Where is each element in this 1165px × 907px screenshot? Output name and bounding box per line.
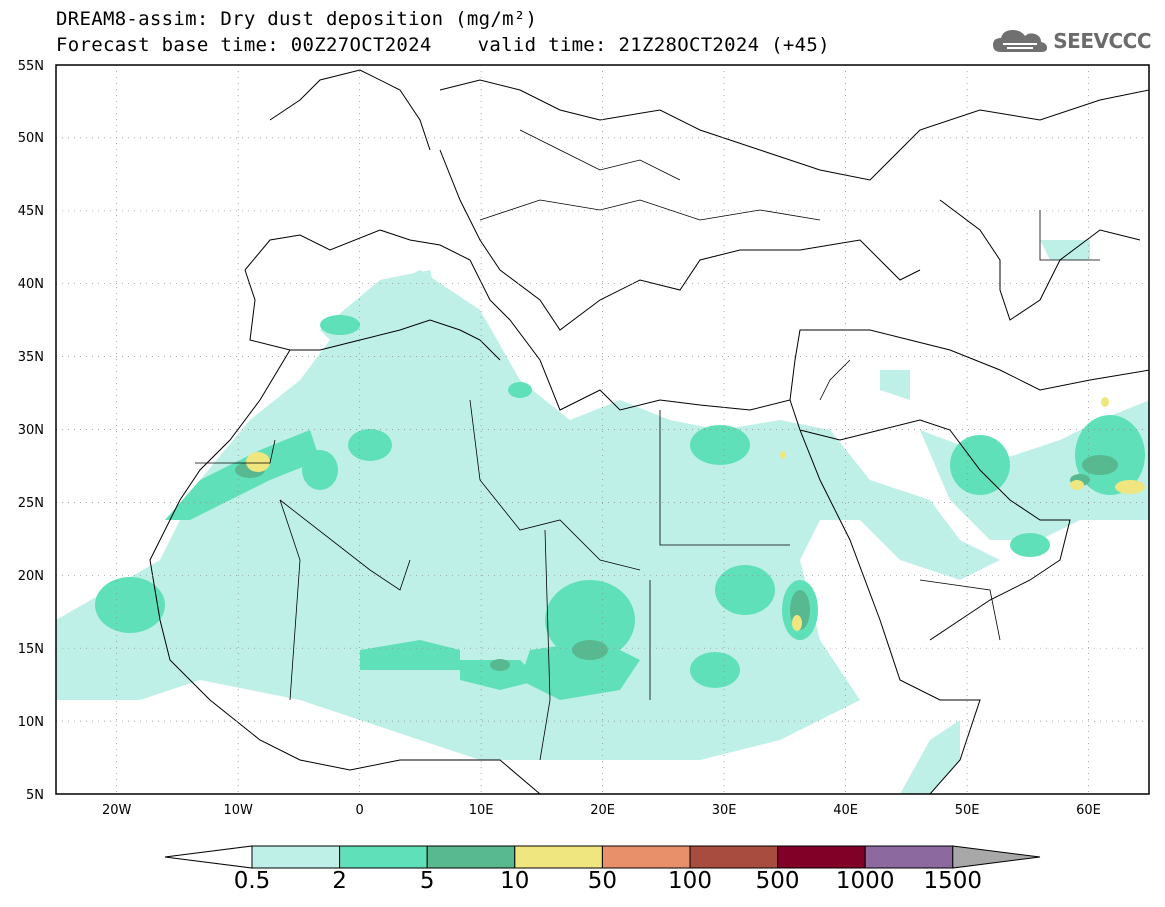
colorbar-level-label: 10 xyxy=(500,868,530,894)
colorbar-level-label: 100 xyxy=(668,868,712,894)
colorbar-segment xyxy=(777,845,866,869)
valid-time: valid time: 21Z28OCT2024 (+45) xyxy=(477,34,830,56)
dust-level-10 xyxy=(246,397,1145,631)
map-frame xyxy=(55,64,1150,795)
lat-tick-label: 45N xyxy=(18,204,44,219)
colorbar-segment xyxy=(601,845,691,869)
colorbar-level-label: 5 xyxy=(419,868,435,894)
colorbar-segment xyxy=(864,845,954,869)
lat-axis: 5N 10N 15N 20N 25N 30N 35N 40N 45N 50N 5… xyxy=(18,59,44,803)
colorbar xyxy=(164,845,1041,869)
lat-tick-label: 40N xyxy=(18,277,44,292)
dust-deposition-field xyxy=(56,240,1149,794)
colorbar-level-label: 0.5 xyxy=(233,868,271,894)
lon-tick-label: 10W xyxy=(223,803,253,818)
lat-tick-label: 20N xyxy=(18,569,44,584)
lat-tick-label: 5N xyxy=(26,788,44,803)
logo-text: SEEVCCC xyxy=(1053,29,1151,53)
base-time: Forecast base time: 00Z27OCT2024 xyxy=(56,34,432,56)
lat-tick-label: 35N xyxy=(18,350,44,365)
lon-tick-label: 0 xyxy=(356,803,364,818)
lat-tick-label: 50N xyxy=(18,131,44,146)
colorbar-segment xyxy=(514,845,603,869)
lon-tick-label: 40E xyxy=(833,803,858,818)
lon-tick-label: 20W xyxy=(102,803,132,818)
colorbar-segment xyxy=(339,845,428,869)
lon-axis: 20W 10W 0 10E 20E 30E 40E 50E 60E xyxy=(102,803,1101,818)
colorbar-level-label: 500 xyxy=(755,868,800,894)
lat-tick-label: 30N xyxy=(18,423,44,438)
lat-tick-label: 15N xyxy=(18,642,44,657)
lon-tick-label: 10E xyxy=(469,803,494,818)
seevccc-logo: SEEVCCC xyxy=(991,26,1151,56)
map-subtitle: Forecast base time: 00Z27OCT2024 valid ti… xyxy=(56,34,830,56)
graticule xyxy=(56,65,1149,794)
colorbar-segment xyxy=(164,845,253,869)
lat-tick-label: 25N xyxy=(18,496,44,511)
dust-level-0-5 xyxy=(56,240,1149,794)
coastlines xyxy=(149,69,1149,794)
lon-tick-label: 50E xyxy=(955,803,980,818)
cloud-logo-icon xyxy=(993,30,1048,52)
colorbar-level-label: 2 xyxy=(332,868,347,894)
colorbar-segment xyxy=(952,845,1041,869)
country-borders xyxy=(195,129,1100,761)
colorbar-level-label: 50 xyxy=(587,868,618,894)
lon-tick-label: 30E xyxy=(712,803,737,818)
lat-tick-label: 55N xyxy=(18,59,44,74)
colorbar-segment xyxy=(426,845,516,869)
map-title: DREAM8-assim: Dry dust deposition (mg/m²… xyxy=(56,8,538,30)
lat-tick-label: 10N xyxy=(18,715,44,730)
colorbar-level-label: 1000 xyxy=(835,868,895,894)
lon-tick-label: 60E xyxy=(1076,803,1101,818)
colorbar-level-label: 1500 xyxy=(923,868,983,894)
lon-tick-label: 20E xyxy=(590,803,615,818)
colorbar-segment xyxy=(689,845,779,869)
colorbar-segment xyxy=(251,845,341,869)
